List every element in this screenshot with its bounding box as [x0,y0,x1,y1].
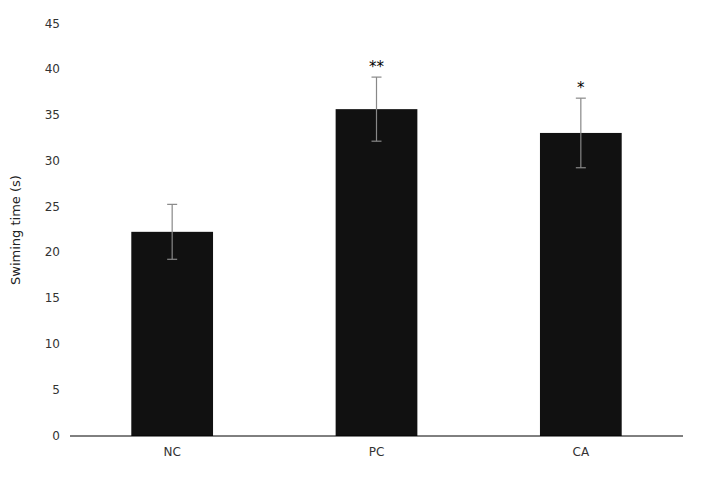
y-axis-label: Swiming time (s) [8,175,23,285]
bar [131,232,213,436]
x-tick-label: CA [573,445,590,459]
chart-container: 0 5 10 15 20 25 30 35 40 45 Swiming time (s) NC PC CA… [0,0,707,480]
y-tick-label: 30 [45,154,60,168]
error-bar [576,98,586,168]
plot-area [131,77,621,436]
y-tick-label: 20 [45,245,60,259]
y-tick-label: 45 [45,17,60,31]
x-axis-line [70,436,683,437]
y-tick-label: 5 [52,383,60,397]
error-bar [372,77,382,141]
error-bar [167,204,177,259]
chart: 0 5 10 15 20 25 30 35 40 45 Swiming time (s) NC PC CA… [0,0,707,480]
x-tick-label: NC [163,445,180,459]
x-tick-label: PC [369,445,385,459]
y-tick-label: 35 [45,108,60,122]
y-tick-label: 0 [52,429,60,443]
bar [540,133,622,436]
y-tick-label: 25 [45,200,60,214]
significance-label: ** [369,58,385,76]
y-tick-label: 15 [45,291,60,305]
y-tick-label: 10 [45,337,60,351]
y-tick-label: 40 [45,62,60,76]
bar [336,109,418,436]
significance-label: * [577,79,585,97]
